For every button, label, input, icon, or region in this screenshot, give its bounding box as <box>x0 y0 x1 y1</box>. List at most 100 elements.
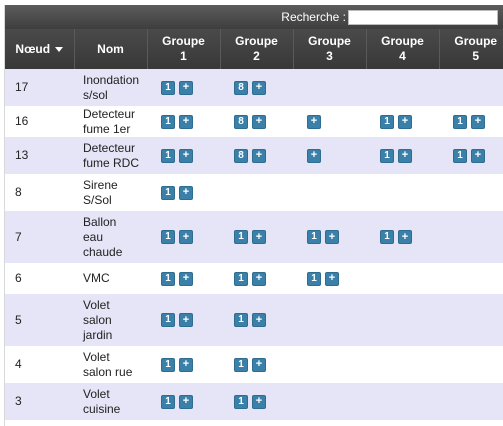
group-member-badge[interactable]: 8 <box>234 80 248 95</box>
group-buttons: 1 + <box>161 185 220 200</box>
node-name-cell: VMC <box>74 263 147 294</box>
node-name-line: Volet <box>83 349 110 364</box>
column-header-name[interactable]: Nom <box>73 29 147 69</box>
add-to-group-button[interactable]: + <box>179 271 193 286</box>
table-row: 7 Ballon eau chaude 1 +1 +1 +1 + <box>5 211 503 263</box>
group-buttons: 1 + <box>234 313 293 327</box>
group-buttons: 1 + <box>234 230 293 244</box>
add-to-group-button[interactable]: + <box>325 230 339 244</box>
column-header-group-3[interactable]: Groupe 3 <box>292 29 366 69</box>
group-1-cell: 1 + <box>147 294 220 346</box>
group-member-badge[interactable]: 1 <box>453 148 467 163</box>
group-2-cell: 8 + <box>220 106 293 137</box>
group-member-badge[interactable]: 1 <box>234 394 248 409</box>
add-to-group-button[interactable]: + <box>179 148 193 163</box>
group-1-cell: 1 + <box>147 211 220 263</box>
group-member-badge[interactable]: 8 <box>234 114 248 129</box>
group-member-badge[interactable]: 1 <box>161 80 175 95</box>
column-header-node[interactable]: Nœud <box>5 29 74 69</box>
add-to-group-button[interactable]: + <box>398 114 412 129</box>
add-to-group-button[interactable]: + <box>398 230 412 244</box>
column-header-group-2[interactable]: Groupe 2 <box>219 29 293 69</box>
add-to-group-button[interactable]: + <box>179 357 193 372</box>
group-member-badge[interactable]: 1 <box>161 185 175 200</box>
group-member-badge[interactable]: 1 <box>380 230 394 244</box>
node-id-cell: 7 <box>5 211 74 263</box>
add-to-group-button[interactable]: + <box>179 185 193 200</box>
add-to-group-button[interactable]: + <box>252 271 266 286</box>
add-to-group-button[interactable]: + <box>179 394 193 409</box>
column-header-group-1[interactable]: Groupe 1 <box>146 29 220 69</box>
node-name-line: fume RDC <box>83 155 140 170</box>
group-buttons: 1 + <box>161 271 220 286</box>
node-name-line: Detecteur <box>83 106 136 121</box>
group-buttons: 1 + <box>234 394 293 409</box>
search-input[interactable] <box>348 9 498 25</box>
group-buttons: 1 + <box>380 114 439 129</box>
group-member-badge[interactable]: 1 <box>161 230 175 244</box>
group-member-badge[interactable]: 1 <box>234 230 248 244</box>
add-to-group-button[interactable]: + <box>325 271 339 286</box>
group-member-badge[interactable]: 1 <box>234 271 248 286</box>
group-buttons: + <box>307 148 366 163</box>
group-member-badge[interactable]: 1 <box>161 313 175 327</box>
node-name-line: Volet <box>83 297 110 312</box>
node-name-line: Volet <box>83 386 110 401</box>
add-to-group-button[interactable]: + <box>252 114 266 129</box>
group-2-cell: 1 + <box>220 211 293 263</box>
group-5-cell: 1 + <box>439 106 503 137</box>
node-name-cell: Volet salon rue <box>74 346 147 383</box>
add-to-group-button[interactable]: + <box>179 313 193 327</box>
group-member-badge[interactable]: 1 <box>307 271 321 286</box>
group-3-cell: 1 + <box>293 263 366 294</box>
group-member-badge[interactable]: 1 <box>234 313 248 327</box>
group-member-badge[interactable]: 1 <box>234 357 248 372</box>
group-4-cell <box>366 294 439 346</box>
column-header-label: Groupe <box>162 34 205 48</box>
group-2-cell: 1 + <box>220 263 293 294</box>
sort-desc-icon[interactable] <box>55 46 64 52</box>
add-to-group-button[interactable]: + <box>398 148 412 163</box>
group-buttons: 8 + <box>234 80 293 95</box>
node-name-line: Detecteur <box>83 140 136 155</box>
node-id-cell: 3 <box>5 383 74 420</box>
group-buttons: 1 + <box>161 230 220 244</box>
add-to-group-button[interactable]: + <box>179 114 193 129</box>
add-to-group-button[interactable]: + <box>471 114 485 129</box>
add-to-group-button[interactable]: + <box>252 148 266 163</box>
add-to-group-button[interactable]: + <box>307 114 321 129</box>
column-header-group-5[interactable]: Groupe 5 <box>438 29 503 69</box>
group-member-badge[interactable]: 1 <box>307 230 321 244</box>
add-to-group-button[interactable]: + <box>179 230 193 244</box>
add-to-group-button[interactable]: + <box>179 80 193 95</box>
add-to-group-button[interactable]: + <box>252 80 266 95</box>
group-member-badge[interactable]: 1 <box>161 148 175 163</box>
table-row: 6 VMC 1 +1 +1 + <box>5 263 503 294</box>
group-member-badge[interactable]: 8 <box>234 148 248 163</box>
group-1-cell: 1 + <box>147 383 220 420</box>
add-to-group-button[interactable]: + <box>252 230 266 244</box>
node-name-cell: Volet salon jardin <box>74 294 147 346</box>
add-to-group-button[interactable]: + <box>307 148 321 163</box>
group-buttons: 1 + <box>161 114 220 129</box>
group-4-cell <box>366 263 439 294</box>
group-member-badge[interactable]: 1 <box>380 114 394 129</box>
node-name-cell: Sirene S/Sol <box>74 174 147 211</box>
group-member-badge[interactable]: 1 <box>380 148 394 163</box>
group-member-badge[interactable]: 1 <box>161 394 175 409</box>
table-body: 17 Inondation s/sol 1 +8 +16 Detecteur fume 1er… <box>5 69 503 420</box>
group-member-badge[interactable]: 1 <box>161 271 175 286</box>
add-to-group-button[interactable]: + <box>252 394 266 409</box>
group-member-badge[interactable]: 1 <box>453 114 467 129</box>
group-buttons: 1 + <box>161 357 220 372</box>
group-3-cell <box>293 346 366 383</box>
column-header-group-4[interactable]: Groupe 4 <box>365 29 439 69</box>
node-id-cell: 8 <box>5 174 74 211</box>
node-name-cell: Volet cuisine <box>74 383 147 420</box>
add-to-group-button[interactable]: + <box>252 357 266 372</box>
group-member-badge[interactable]: 1 <box>161 114 175 129</box>
group-member-badge[interactable]: 1 <box>161 357 175 372</box>
group-5-cell: 1 + <box>439 137 503 174</box>
add-to-group-button[interactable]: + <box>252 313 266 327</box>
add-to-group-button[interactable]: + <box>471 148 485 163</box>
